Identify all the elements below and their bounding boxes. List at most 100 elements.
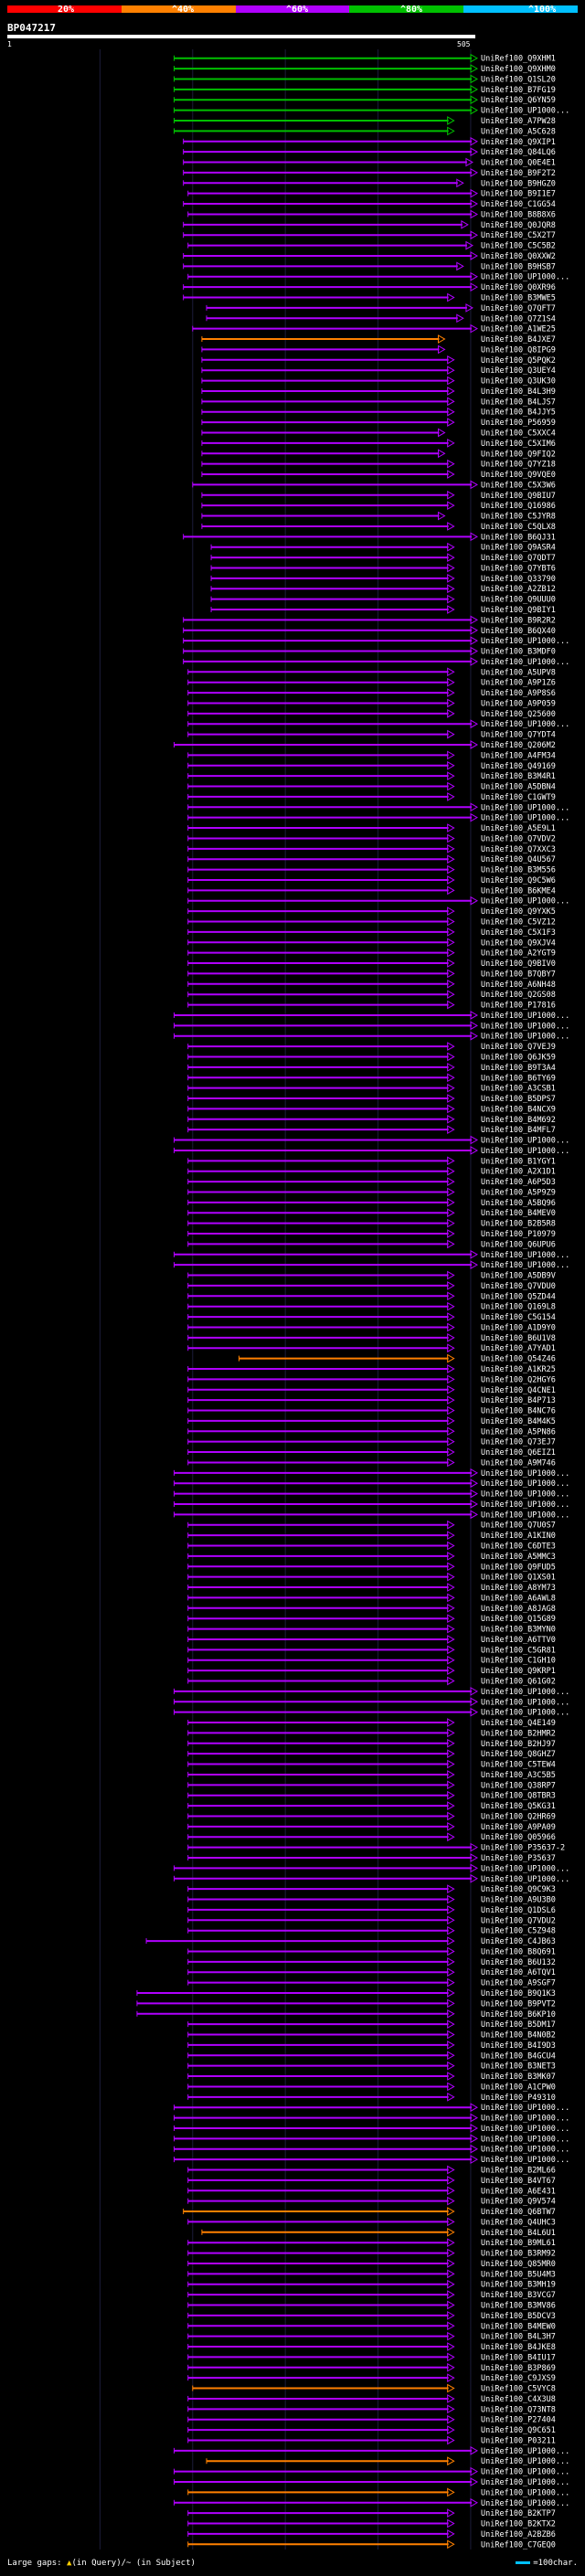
hit-end-arrow (470, 136, 479, 146)
hit-label: UniRef100_Q84LQ6 (481, 148, 556, 157)
hit-label: UniRef100_C5VYC8 (481, 2385, 556, 2394)
hit-label: UniRef100_B8Q691 (481, 1947, 556, 1956)
hit-end-arrow (447, 1956, 455, 1966)
hit-label: UniRef100_UP1000... (481, 1261, 569, 1270)
hit-end-arrow (447, 1332, 455, 1342)
scale-seg-4 (349, 5, 464, 13)
hit-label: UniRef100_Q9ASR4 (481, 544, 556, 553)
hit-label: UniRef100_A2YGT9 (481, 949, 556, 959)
hit-label: UniRef100_Q6BTW7 (481, 2208, 556, 2217)
hit-end-arrow (470, 1479, 479, 1489)
hit-label: UniRef100_Q9UUU0 (481, 596, 556, 605)
hit-end-arrow (447, 1322, 455, 1332)
hit-end-arrow (447, 2041, 455, 2050)
hit-end-arrow (447, 1780, 455, 1790)
hit-end-arrow (447, 1790, 455, 1800)
hit-end-arrow (447, 1177, 455, 1186)
hit-label: UniRef100_B4P713 (481, 1396, 556, 1405)
hit-end-arrow (470, 95, 479, 105)
hit-label: UniRef100_Q33790 (481, 575, 556, 584)
hit-label: UniRef100_Q169L8 (481, 1303, 556, 1312)
hit-end-arrow (447, 906, 455, 916)
hit-label: UniRef100_B2HJ97 (481, 1740, 556, 1749)
hit-end-arrow (470, 1500, 479, 1509)
hit-end-arrow (447, 2352, 455, 2362)
hit-end-arrow (447, 1063, 455, 1072)
legend-in-query: (in Query) (71, 2559, 122, 2568)
hit-end-arrow (470, 2497, 479, 2507)
hit-label: UniRef100_Q9C5W6 (481, 876, 556, 885)
hit-end-arrow (447, 1645, 455, 1655)
hit-end-arrow (447, 2238, 455, 2248)
hit-end-arrow (447, 2539, 455, 2549)
hit-label: UniRef100_P35637 (481, 1854, 556, 1863)
hit-end-arrow (447, 729, 455, 739)
hit-end-arrow (447, 2092, 455, 2102)
hit-label: UniRef100_B9HSB7 (481, 262, 556, 271)
hit-end-arrow (447, 1811, 455, 1821)
hit-end-arrow (447, 1593, 455, 1603)
hit-label: UniRef100_B4JXE7 (481, 335, 556, 345)
hit-end-arrow (447, 2404, 455, 2414)
hit-end-arrow (447, 2331, 455, 2341)
hit-end-arrow (447, 1821, 455, 1831)
legend-in-subject: /~ (in Subject) (121, 2559, 196, 2568)
hit-end-arrow (447, 843, 455, 853)
hit-label: UniRef100_B6QJ31 (481, 533, 556, 542)
hit-end-arrow (447, 854, 455, 864)
hit-label: UniRef100_Q4U567 (481, 855, 556, 864)
hit-label: UniRef100_Q05966 (481, 1833, 556, 1842)
hit-end-arrow (447, 2383, 455, 2393)
hit-end-arrow (447, 1104, 455, 1114)
hit-end-arrow (470, 230, 479, 240)
hit-label: UniRef100_Q8TBR3 (481, 1792, 556, 1801)
hit-label: UniRef100_Q7VDU0 (481, 1282, 556, 1291)
hit-label: UniRef100_B3NET3 (481, 2062, 556, 2072)
hit-label: UniRef100_B4LJS7 (481, 398, 556, 407)
hit-end-arrow (438, 345, 446, 355)
hit-end-arrow (470, 1687, 479, 1696)
hit-end-arrow (470, 1707, 479, 1717)
query-gap-icon: ▲ (67, 2559, 72, 2568)
hit-end-arrow (447, 1156, 455, 1166)
scale-label-100: ^100% (528, 5, 557, 15)
hit-label: UniRef100_C1GG54 (481, 200, 556, 209)
hit-label: UniRef100_Q5PQK2 (481, 356, 556, 366)
hit-label: UniRef100_UP1000... (481, 1864, 569, 1873)
hit-label: UniRef100_Q7VDU2 (481, 1916, 556, 1925)
hit-label: UniRef100_Q9XJV4 (481, 938, 556, 948)
hit-end-arrow (470, 1031, 479, 1041)
scale-label-60: ^60% (286, 5, 309, 15)
hit-label: UniRef100_C5GR81 (481, 1646, 556, 1655)
hit-end-arrow (447, 1635, 455, 1644)
hit-label: UniRef100_UP1000... (481, 1490, 569, 1500)
hit-label: UniRef100_UP1000... (481, 1688, 569, 1697)
hit-end-arrow (447, 1405, 455, 1415)
hit-end-arrow (470, 1863, 479, 1873)
hit-label: UniRef100_A2X1D1 (481, 1168, 556, 1177)
hit-end-arrow (447, 2394, 455, 2403)
hit-label: UniRef100_B5DCV3 (481, 2312, 556, 2321)
hit-end-arrow (447, 553, 455, 562)
hit-label: UniRef100_B6U1V8 (481, 1334, 556, 1343)
hit-label: UniRef100_UP1000... (481, 2125, 569, 2134)
hit-end-arrow (447, 1291, 455, 1301)
scale-label-80: ^80% (400, 5, 423, 15)
hit-label: UniRef100_UP1000... (481, 1469, 569, 1479)
hit-end-arrow (447, 2207, 455, 2216)
hit-end-arrow (447, 1239, 455, 1249)
hit-end-arrow (447, 2342, 455, 2351)
hit-label: UniRef100_A5BQ96 (481, 1199, 556, 1208)
hit-label: UniRef100_B9PVT2 (481, 1999, 556, 2009)
hit-end-arrow (447, 2072, 455, 2081)
hit-end-arrow (447, 1572, 455, 1582)
hit-end-arrow (447, 938, 455, 948)
hit-label: UniRef100_UP1000... (481, 2447, 569, 2456)
hit-end-arrow (470, 209, 479, 219)
hit-label: UniRef100_A1KR25 (481, 1365, 556, 1374)
hit-end-arrow (447, 2030, 455, 2040)
hit-end-arrow (447, 781, 455, 791)
hit-label: UniRef100_A5MMC3 (481, 1553, 556, 1562)
hit-end-arrow (470, 1135, 479, 1145)
hit-end-arrow (447, 1749, 455, 1759)
